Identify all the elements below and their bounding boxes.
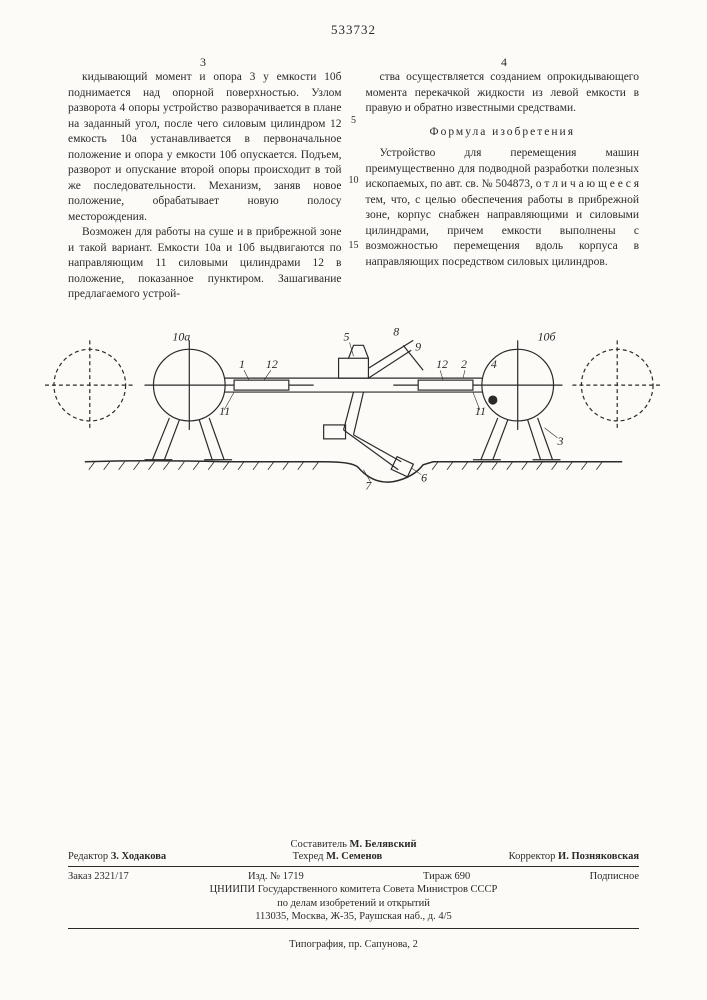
fig-label: 5 (344, 329, 350, 343)
editor-name: З. Ходакова (111, 851, 166, 862)
paragraph: Возможен для работы на суше и в прибрежн… (68, 225, 342, 303)
paragraph: Устройство для перемещения машин преимущ… (366, 146, 640, 270)
typography: Типография, пр. Сапунова, 2 (68, 939, 639, 950)
org-line: ЦНИИПИ Государственного комитета Совета … (68, 883, 639, 897)
fig-label: 2 (461, 357, 467, 371)
address: 113035, Москва, Ж-35, Раушская наб., д. … (68, 910, 639, 924)
compiler-label: Составитель (291, 839, 347, 850)
patent-number: 533732 (0, 22, 707, 38)
claim-title: Формула изобретения (366, 125, 640, 141)
compiler-name: М. Белявский (350, 839, 417, 850)
fig-label: 10а (172, 329, 190, 343)
fig-label: 1 (239, 357, 245, 371)
patent-page: 533732 3 4 5 10 15 кидывающий момент и о… (0, 0, 707, 1000)
tech-label: Техред (293, 851, 324, 862)
divider (68, 866, 639, 867)
fig-label: 11 (219, 404, 230, 418)
fig-label: 12 (436, 357, 448, 371)
right-column: ства осуществляется созданием опрокидыва… (366, 70, 640, 303)
tirazh: Тираж 690 (423, 871, 470, 882)
izd-number: Изд. № 1719 (248, 871, 304, 882)
corrector-name: И. Позняковская (558, 851, 639, 862)
fig-label: 6 (421, 471, 427, 485)
paragraph: кидывающий момент и опора 3 у емкости 10… (68, 70, 342, 225)
fig-label: 4 (491, 357, 497, 371)
fig-label: 10б (538, 329, 557, 343)
divider (68, 928, 639, 929)
col-number-right: 4 (501, 55, 507, 70)
fig-label: 7 (365, 479, 372, 493)
text-columns: кидывающий момент и опора 3 у емкости 10… (68, 70, 639, 303)
order-number: Заказ 2321/17 (68, 871, 129, 882)
fig-label: 8 (393, 324, 399, 338)
figure: 10а 1 12 5 8 9 12 2 4 10б 11 7 6 3 11 (45, 310, 662, 510)
org-line: по делам изобретений и открытий (68, 897, 639, 911)
fig-label: 3 (557, 434, 564, 448)
corrector-label: Корректор (509, 851, 556, 862)
figure-svg: 10а 1 12 5 8 9 12 2 4 10б 11 7 6 3 11 (45, 310, 662, 510)
sign: Подписное (590, 871, 639, 882)
tech-name: М. Семенов (326, 851, 382, 862)
paragraph: ства осуществляется созданием опрокидыва… (366, 70, 640, 117)
fig-label: 11 (475, 404, 486, 418)
fig-label: 12 (266, 357, 278, 371)
left-column: кидывающий момент и опора 3 у емкости 10… (68, 70, 342, 303)
col-number-left: 3 (200, 55, 206, 70)
editor-label: Редактор (68, 851, 108, 862)
footer: Составитель М. Белявский Редактор З. Ход… (68, 839, 639, 950)
fig-label: 9 (415, 339, 421, 353)
